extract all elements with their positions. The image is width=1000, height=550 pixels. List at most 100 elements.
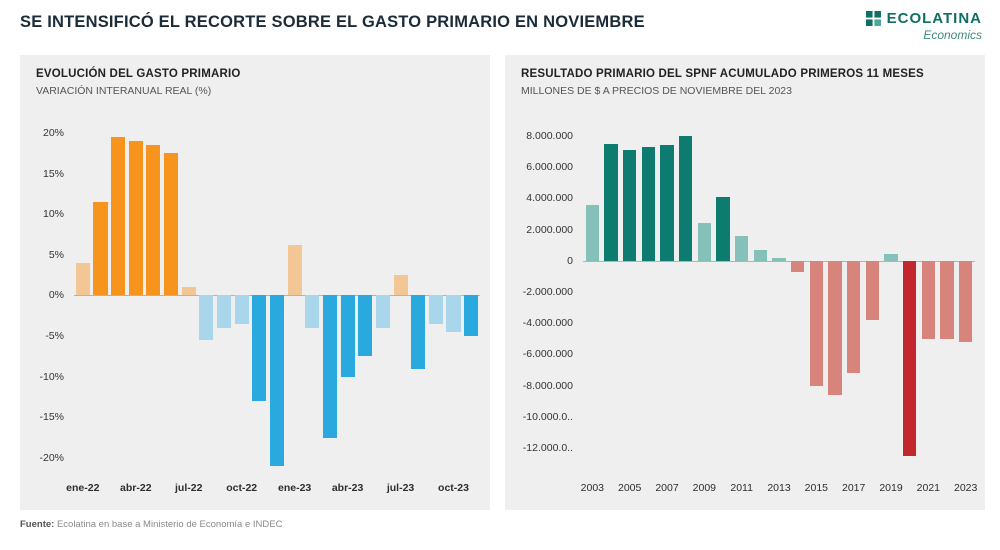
y-tick-label: 5% — [48, 248, 64, 261]
bar-2008 — [678, 135, 693, 261]
x-axis-gasto: ene-22 abr-22 jul-22 oct-22 ene-23 abr-23 jul-… — [66, 482, 480, 498]
bar-2016 — [828, 260, 842, 396]
bar-2023 — [958, 260, 973, 342]
bar-2006 — [641, 146, 656, 261]
y-axis-resultado: 8.000.000 6.000.000 4.000.000 2.000.000 0 -2.… — [515, 125, 579, 470]
chart-subtitle-resultado: MILLONES DE $ A PRECIOS DE NOVIEMBRE DEL… — [521, 85, 792, 97]
y-tick-label: 20% — [42, 127, 64, 140]
chart-resultado: 8.000.000 6.000.000 4.000.000 2.000.000 0 -2.… — [515, 125, 979, 503]
bar-jul-23 — [393, 275, 408, 296]
bar-2004 — [604, 143, 618, 261]
bar-2021 — [921, 260, 936, 339]
bar-2014 — [790, 260, 805, 272]
y-tick-label: 10% — [42, 208, 64, 221]
x-tick-label: 2021 — [916, 482, 941, 494]
bar-2019 — [884, 253, 898, 261]
plot-area-gasto — [74, 125, 480, 470]
y-tick-label: -12.000.0.. — [522, 442, 573, 455]
chart-gasto: 20% 15% 10% 5% 0% -5% -10% -15% -20% ene-22 abr-2… — [30, 125, 484, 503]
bar-nov-22 — [252, 295, 267, 401]
bar-2009 — [697, 223, 712, 261]
y-tick-label: 0 — [567, 254, 573, 267]
x-tick-label: jul-23 — [386, 482, 415, 494]
source-text: Ecolatina en base a Ministerio de Econom… — [54, 519, 283, 530]
chart-title-resultado: RESULTADO PRIMARIO DEL SPNF ACUMULADO PR… — [521, 68, 924, 80]
bar-jul-22 — [181, 287, 196, 296]
x-tick-label: 2019 — [879, 482, 903, 494]
x-tick-label: abr-22 — [120, 482, 152, 494]
x-tick-label: ene-23 — [278, 482, 312, 494]
y-tick-label: -10.000.0.. — [522, 410, 573, 423]
bar-ago-23 — [411, 295, 426, 369]
x-tick-label: 2007 — [655, 482, 679, 494]
bar-2005 — [622, 149, 637, 261]
x-tick-label: 2023 — [953, 482, 978, 494]
y-tick-label: -6.000.000 — [522, 348, 573, 361]
x-tick-label: 2017 — [841, 482, 866, 494]
bar-2020 — [902, 260, 917, 456]
source-label: Fuente: — [20, 519, 55, 530]
bar-2018 — [865, 260, 880, 321]
x-tick-label: jul-22 — [175, 482, 203, 494]
bar-feb-23 — [305, 295, 320, 328]
bar-nov-23 — [464, 295, 479, 337]
bar-2022 — [940, 260, 954, 339]
y-tick-label: -10% — [39, 370, 64, 383]
ecolatina-logo-icon — [865, 11, 881, 26]
y-axis-gasto: 20% 15% 10% 5% 0% -5% -10% -15% -20% — [30, 125, 70, 470]
x-tick-label: 2003 — [580, 482, 605, 494]
plot-area-resultado — [583, 125, 975, 470]
x-tick-label: oct-22 — [226, 482, 258, 494]
bar-ene-22 — [75, 263, 90, 296]
x-tick-label: 2005 — [617, 482, 642, 494]
chart-title-gasto: EVOLUCIÓN DEL GASTO PRIMARIO — [36, 68, 241, 80]
bar-oct-22 — [234, 295, 249, 324]
bar-2011 — [734, 235, 749, 261]
y-tick-label: -8.000.000 — [522, 379, 573, 392]
x-tick-label: 2015 — [804, 482, 829, 494]
y-tick-label: -5% — [45, 330, 64, 343]
logo-name: ECOLATINA — [886, 10, 982, 27]
x-tick-label: 2013 — [767, 482, 791, 494]
x-tick-label: 2009 — [692, 482, 717, 494]
bar-ene-23 — [287, 245, 302, 296]
bar-dic-22 — [269, 295, 285, 466]
x-tick-label: abr-23 — [331, 482, 364, 494]
bar-2013 — [772, 258, 786, 261]
y-tick-label: -20% — [39, 451, 64, 464]
y-tick-label: -2.000.000 — [522, 286, 573, 299]
bar-may-22 — [146, 145, 161, 296]
bar-sep-23 — [428, 295, 443, 324]
y-tick-label: 2.000.000 — [526, 223, 573, 236]
y-tick-label: -4.000.000 — [522, 317, 573, 330]
bar-2007 — [660, 145, 674, 261]
zero-axis-line — [583, 260, 975, 262]
chart-subtitle-gasto: VARIACIÓN INTERANUAL REAL (%) — [36, 85, 212, 97]
panel-gasto-primario: EVOLUCIÓN DEL GASTO PRIMARIO VARIACIÓN I… — [20, 55, 490, 510]
bar-2012 — [753, 249, 768, 261]
bar-2010 — [716, 196, 730, 261]
bar-oct-23 — [446, 295, 461, 332]
y-tick-label: -15% — [39, 411, 64, 424]
bar-mar-23 — [322, 295, 337, 438]
bar-mar-22 — [111, 137, 126, 296]
y-tick-label: 8.000.000 — [526, 129, 573, 142]
logo-tagline: Economics — [923, 28, 982, 42]
y-tick-label: 4.000.000 — [526, 192, 573, 205]
x-tick-label: 2011 — [730, 482, 753, 494]
x-axis-resultado: 2003 2005 2007 2009 2011 2013 2015 2017 2019 2021… — [580, 482, 978, 498]
bar-2015 — [809, 260, 824, 386]
y-tick-label: 6.000.000 — [526, 161, 573, 174]
bar-may-23 — [358, 295, 373, 357]
y-tick-label: 0% — [48, 289, 64, 302]
page-title: SE INTENSIFICÓ EL RECORTE SOBRE EL GASTO… — [20, 13, 645, 31]
bar-abr-22 — [128, 141, 143, 296]
x-tick-label: ene-22 — [66, 482, 100, 494]
x-tick-label: oct-23 — [438, 482, 469, 494]
bar-ago-22 — [199, 295, 214, 341]
bar-sep-22 — [216, 295, 232, 328]
bar-2017 — [846, 260, 861, 374]
y-tick-label: 15% — [42, 167, 64, 180]
panel-resultado-spnf: RESULTADO PRIMARIO DEL SPNF ACUMULADO PR… — [505, 55, 985, 510]
